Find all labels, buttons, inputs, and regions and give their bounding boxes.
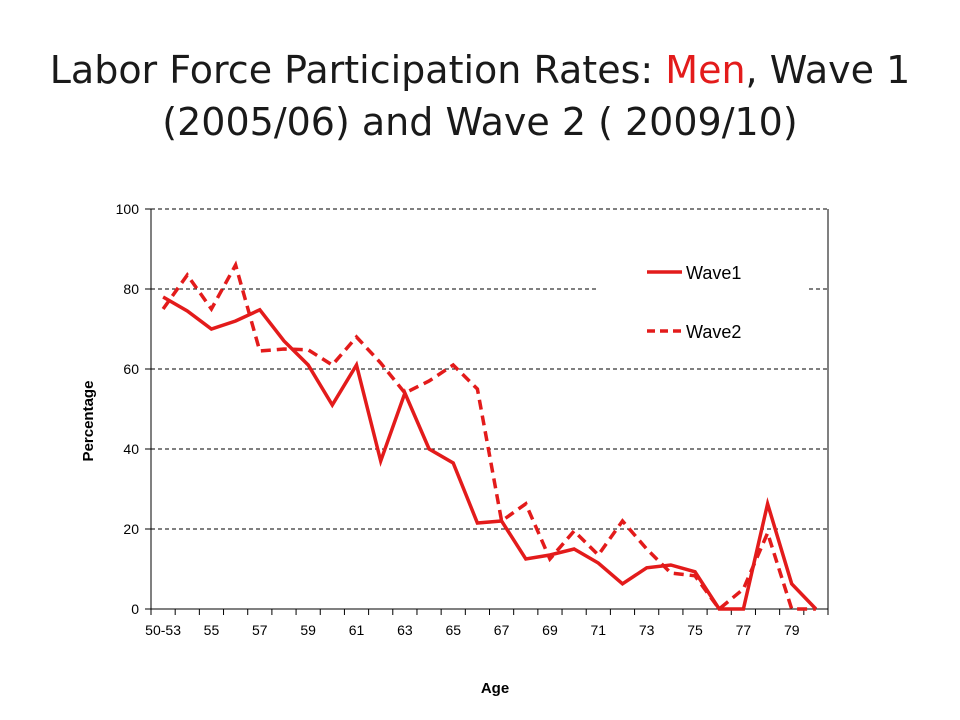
series-line-wave2	[161, 260, 816, 612]
x-tick-label-65: 65	[445, 622, 461, 638]
series-lines	[161, 260, 818, 612]
slide-title: Labor Force Participation Rates: Men, Wa…	[0, 44, 960, 148]
axes: 0 20 40 60 80 100 50-53 55 57 59 61 63 65 67 69 71 73 75 7…	[116, 201, 829, 638]
legend-label-wave1: Wave1	[686, 263, 741, 283]
x-tick-label-73: 73	[639, 622, 655, 638]
x-tick-label-50-53: 50-53	[145, 622, 181, 638]
title-line-2: (2005/06) and Wave 2 ( 2009/10)	[162, 100, 798, 144]
x-tick-label-69: 69	[542, 622, 558, 638]
legend-label-wave2: Wave2	[686, 322, 741, 342]
y-tick-label-40: 40	[123, 441, 139, 457]
y-tick-label-20: 20	[123, 521, 139, 537]
y-tick-label-60: 60	[123, 361, 139, 377]
x-tick-label-63: 63	[397, 622, 413, 638]
y-tick-label-80: 80	[123, 281, 139, 297]
title-part2: , Wave 1	[745, 48, 911, 92]
x-axis-title: Age	[481, 680, 509, 697]
legend-box	[598, 245, 808, 355]
title-line-1: Labor Force Participation Rates: Men, Wa…	[0, 44, 960, 96]
x-tick-label-79: 79	[784, 622, 800, 638]
y-tick-label-0: 0	[131, 601, 139, 617]
x-tick-label-75: 75	[687, 622, 703, 638]
x-tick-label-61: 61	[349, 622, 365, 638]
x-tick-label-55: 55	[204, 622, 220, 638]
x-tick-label-71: 71	[591, 622, 607, 638]
x-tick-label-67: 67	[494, 622, 510, 638]
y-tick-label-100: 100	[116, 201, 140, 217]
legend: Wave1 Wave2	[598, 245, 808, 355]
x-tick-label-77: 77	[736, 622, 752, 638]
title-highlight: Men	[665, 48, 746, 92]
y-axis-title: Percentage	[80, 381, 97, 462]
x-tick-label-59: 59	[300, 622, 316, 638]
x-tick-label-57: 57	[252, 622, 268, 638]
title-part1: Labor Force Participation Rates:	[49, 48, 666, 92]
